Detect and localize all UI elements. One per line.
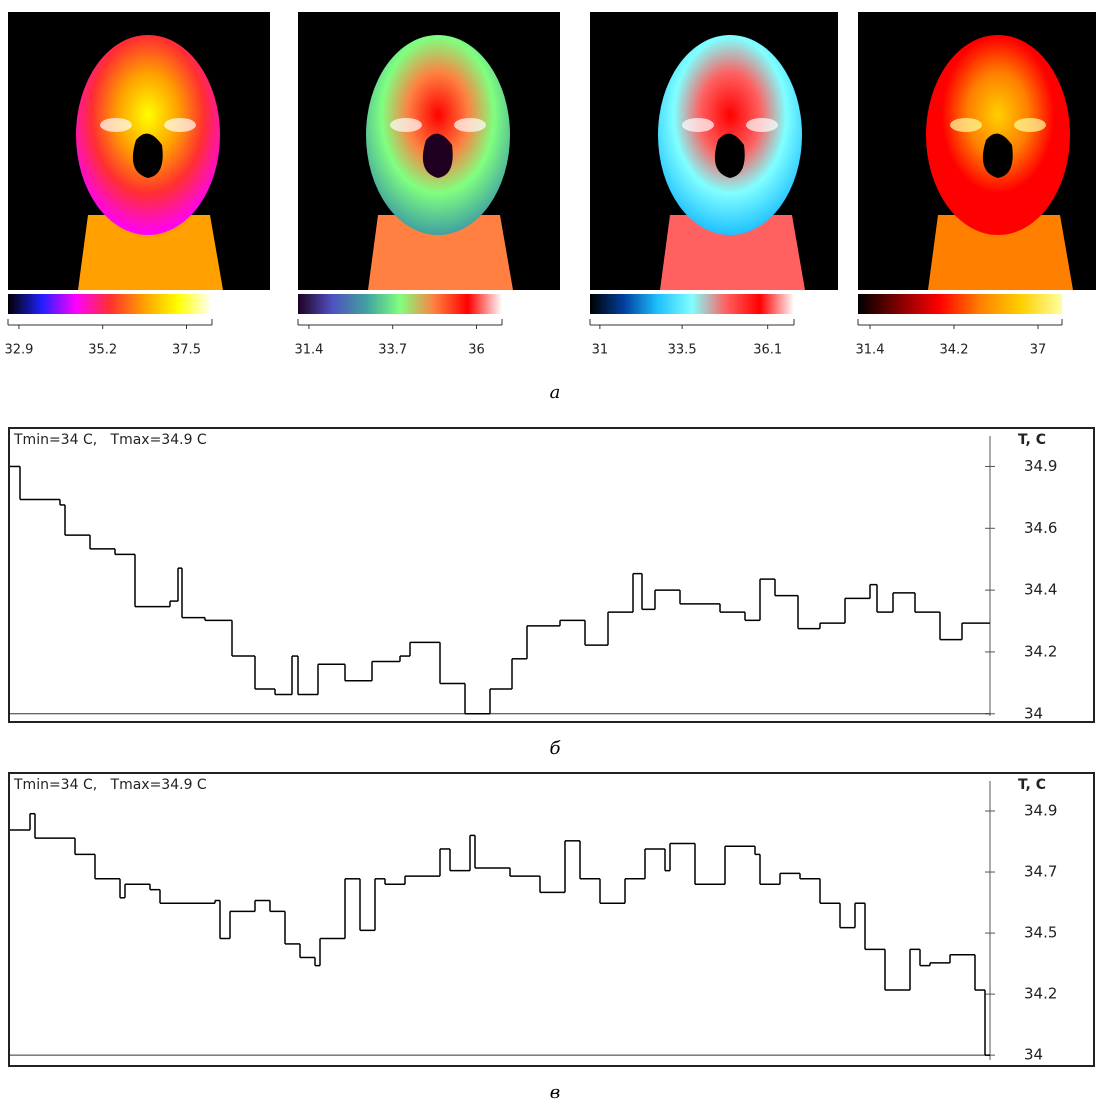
colorbar-tick-label: 34.2: [940, 343, 969, 358]
colorbar-tick-label: 35.2: [88, 343, 117, 358]
colorbar-tick-label: 31.4: [294, 343, 323, 358]
thermogram-eye: [746, 118, 778, 132]
colorbar-tick-label: 36: [468, 343, 485, 358]
thermogram-eye: [454, 118, 486, 132]
colorbar-tick-label: 31.4: [856, 343, 885, 358]
y-tick-label: 34.2: [1024, 642, 1057, 660]
thermogram-eye: [1014, 118, 1046, 132]
y-tick-label: 34.4: [1024, 581, 1057, 599]
caption: в: [550, 1082, 560, 1102]
caption: б: [550, 738, 562, 759]
colorbar-tick-label: 31: [592, 343, 609, 358]
y-axis-title: T, C: [1018, 432, 1046, 448]
colorbar-tick-label: 33.5: [668, 343, 697, 358]
thermogram-nose: [133, 134, 163, 178]
y-axis-title: T, C: [1018, 777, 1046, 793]
colorbar-tick-label: 33.7: [378, 343, 407, 358]
colorbar-tick-label: 36.1: [753, 343, 782, 358]
figure: 32.9 35.2 37.5 31.4 33.7 36 31 33.5 36.1 31.4 34.2…: [0, 0, 1096, 1102]
colorbar-tick-label: 32.9: [4, 343, 33, 358]
y-tick-label: 34: [1024, 1046, 1043, 1064]
chart-frame: [9, 773, 1094, 1066]
colorbar: [298, 294, 502, 314]
caption: а: [550, 382, 561, 403]
thermogram-eye: [164, 118, 196, 132]
colorbar: [858, 294, 1062, 314]
chart-title: Tmin=34 C, Tmax=34.9 C: [13, 432, 207, 448]
y-tick-label: 34.6: [1024, 519, 1057, 537]
thermogram-nose: [983, 134, 1013, 178]
thermogram-eye: [100, 118, 132, 132]
thermogram-eye: [682, 118, 714, 132]
thermogram-eye: [390, 118, 422, 132]
chart-title: Tmin=34 C, Tmax=34.9 C: [13, 777, 207, 793]
y-tick-label: 34.2: [1024, 985, 1057, 1003]
y-tick-label: 34.5: [1024, 924, 1057, 942]
y-tick-label: 34: [1024, 704, 1043, 722]
y-tick-label: 34.9: [1024, 801, 1057, 819]
thermogram-nose: [423, 134, 453, 178]
thermogram-eye: [950, 118, 982, 132]
colorbar-tick-label: 37.5: [172, 343, 201, 358]
colorbar-tick-label: 37: [1030, 343, 1047, 358]
y-tick-label: 34.9: [1024, 457, 1057, 475]
colorbar: [590, 294, 794, 314]
y-tick-label: 34.7: [1024, 863, 1057, 881]
thermogram-nose: [715, 134, 745, 178]
chart-frame: [9, 428, 1094, 722]
page: 32.9 35.2 37.5 31.4 33.7 36 31 33.5 36.1 31.4 34.2…: [0, 0, 1096, 1102]
colorbar: [8, 294, 212, 314]
